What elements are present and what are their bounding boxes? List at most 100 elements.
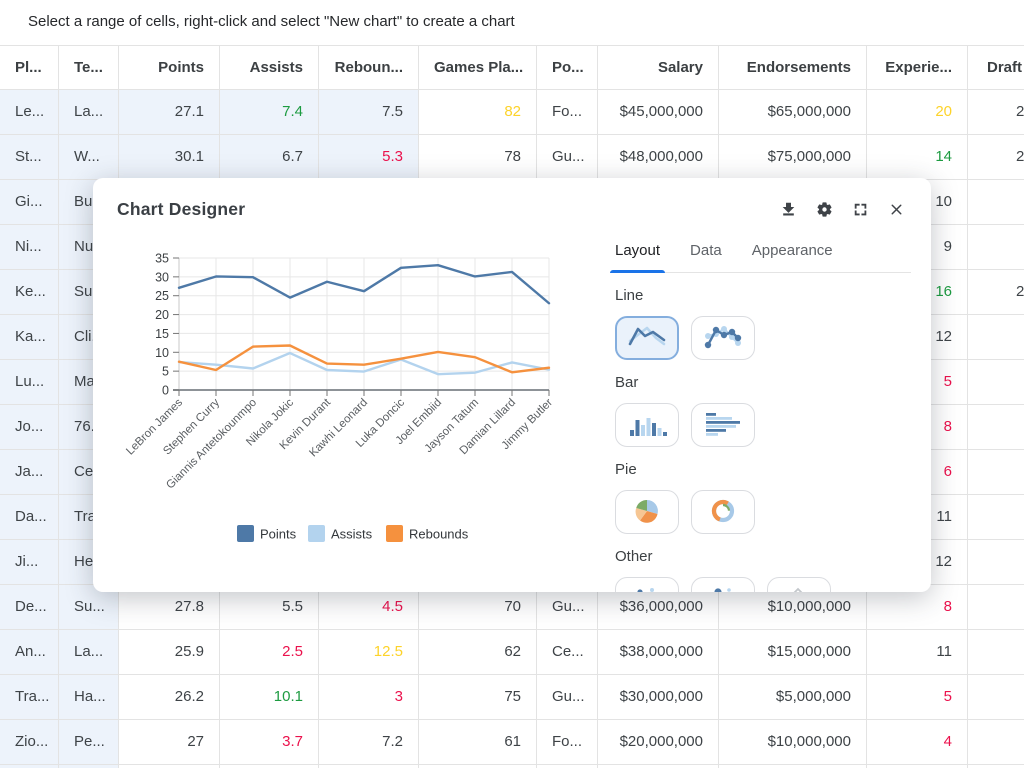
line-dots-chart-thumb[interactable] [691,316,755,360]
cell-draft[interactable] [968,675,1024,720]
cell-position[interactable]: Gu... [537,585,598,630]
cell-team[interactable]: Ha... [59,675,119,720]
cell-draft[interactable] [968,450,1024,495]
cell-points[interactable] [119,765,220,768]
cell-rebounds[interactable]: 4.5 [319,585,419,630]
cell-team[interactable]: Pe... [59,720,119,765]
cell-games[interactable]: 82 [419,90,537,135]
cell-experience[interactable]: 14 [867,135,968,180]
column-header-salary[interactable]: Salary [598,45,719,90]
cell-draft[interactable] [968,405,1024,450]
cell-position[interactable] [537,765,598,768]
cell-player[interactable]: Da... [0,495,59,540]
cell-salary[interactable]: $36,000,000 [598,585,719,630]
cell-experience[interactable]: 20 [867,90,968,135]
cell-draft[interactable]: 2 [968,90,1024,135]
column-header-games[interactable]: Games Pla... [419,45,537,90]
cell-position[interactable]: Ce... [537,630,598,675]
cell-position[interactable]: Fo... [537,720,598,765]
cell-player[interactable]: Gi... [0,180,59,225]
scatter-chart-thumb[interactable] [615,577,679,592]
cell-points[interactable]: 27.1 [119,90,220,135]
radar-chart-thumb[interactable] [767,577,831,592]
cell-games[interactable]: 78 [419,135,537,180]
column-header-draft[interactable]: Draft [968,45,1024,90]
line-chart-thumb[interactable] [615,316,679,360]
chart-settings-button[interactable] [814,199,835,220]
cell-assists[interactable]: 7.4 [220,90,319,135]
cell-player[interactable]: Ni... [0,225,59,270]
cell-player[interactable]: Le... [0,90,59,135]
cell-draft[interactable]: 2 [968,135,1024,180]
column-header-points[interactable]: Points [119,45,220,90]
cell-draft[interactable] [968,630,1024,675]
cell-points[interactable]: 30.1 [119,135,220,180]
cell-experience[interactable]: 4 [867,720,968,765]
cell-games[interactable]: 70 [419,585,537,630]
cell-endorsements[interactable]: $65,000,000 [719,90,867,135]
cell-experience[interactable]: 8 [867,585,968,630]
cell-position[interactable]: Gu... [537,135,598,180]
cell-player[interactable]: Jo... [0,405,59,450]
cell-endorsements[interactable]: $10,000,000 [719,585,867,630]
cell-draft[interactable] [968,765,1024,768]
cell-assists[interactable]: 3.7 [220,720,319,765]
column-header-team[interactable]: Te... [59,45,119,90]
cell-salary[interactable]: $30,000,000 [598,675,719,720]
cell-player[interactable]: An... [0,630,59,675]
cell-points[interactable]: 27 [119,720,220,765]
cell-games[interactable]: 75 [419,675,537,720]
cell-player[interactable]: Zio... [0,720,59,765]
cell-endorsements[interactable]: $10,000,000 [719,720,867,765]
cell-games[interactable]: 62 [419,630,537,675]
download-chart-button[interactable] [778,199,799,220]
cell-team[interactable]: La... [59,90,119,135]
tab-appearance[interactable]: Appearance [751,242,833,259]
cell-player[interactable]: Ji... [0,540,59,585]
horizontal-bar-chart-thumb[interactable] [691,403,755,447]
tab-data[interactable]: Data [690,242,722,259]
cell-experience[interactable] [867,765,968,768]
column-header-player[interactable]: Pl... [0,45,59,90]
cell-draft[interactable] [968,225,1024,270]
cell-salary[interactable]: $48,000,000 [598,135,719,180]
donut-chart-thumb[interactable] [691,490,755,534]
cell-experience[interactable]: 11 [867,630,968,675]
cell-draft[interactable] [968,495,1024,540]
cell-points[interactable]: 27.8 [119,585,220,630]
cell-salary[interactable]: $20,000,000 [598,720,719,765]
cell-team[interactable] [59,765,119,768]
tab-layout[interactable]: Layout [609,242,666,273]
cell-salary[interactable]: $38,000,000 [598,630,719,675]
bubble-chart-thumb[interactable] [691,577,755,592]
cell-player[interactable]: Lu... [0,360,59,405]
cell-endorsements[interactable] [719,765,867,768]
column-header-endorsements[interactable]: Endorsements [719,45,867,90]
cell-team[interactable]: Su... [59,585,119,630]
cell-rebounds[interactable]: 3 [319,675,419,720]
cell-team[interactable]: La... [59,630,119,675]
cell-assists[interactable]: 10.1 [220,675,319,720]
cell-rebounds[interactable]: 7.5 [319,90,419,135]
cell-team[interactable]: W... [59,135,119,180]
cell-player[interactable]: Ka... [0,315,59,360]
bar-chart-thumb[interactable] [615,403,679,447]
cell-salary[interactable] [598,765,719,768]
cell-points[interactable]: 25.9 [119,630,220,675]
cell-assists[interactable]: 2.5 [220,630,319,675]
cell-player[interactable]: Ja... [0,450,59,495]
cell-draft[interactable] [968,180,1024,225]
cell-draft[interactable]: 2 [968,270,1024,315]
cell-position[interactable]: Gu... [537,675,598,720]
cell-rebounds[interactable] [319,765,419,768]
cell-draft[interactable] [968,360,1024,405]
cell-rebounds[interactable]: 5.3 [319,135,419,180]
column-header-assists[interactable]: Assists [220,45,319,90]
cell-endorsements[interactable]: $75,000,000 [719,135,867,180]
cell-assists[interactable]: 6.7 [220,135,319,180]
cell-draft[interactable] [968,585,1024,630]
cell-draft[interactable] [968,720,1024,765]
column-header-experience[interactable]: Experie... [867,45,968,90]
cell-points[interactable]: 26.2 [119,675,220,720]
cell-draft[interactable] [968,315,1024,360]
